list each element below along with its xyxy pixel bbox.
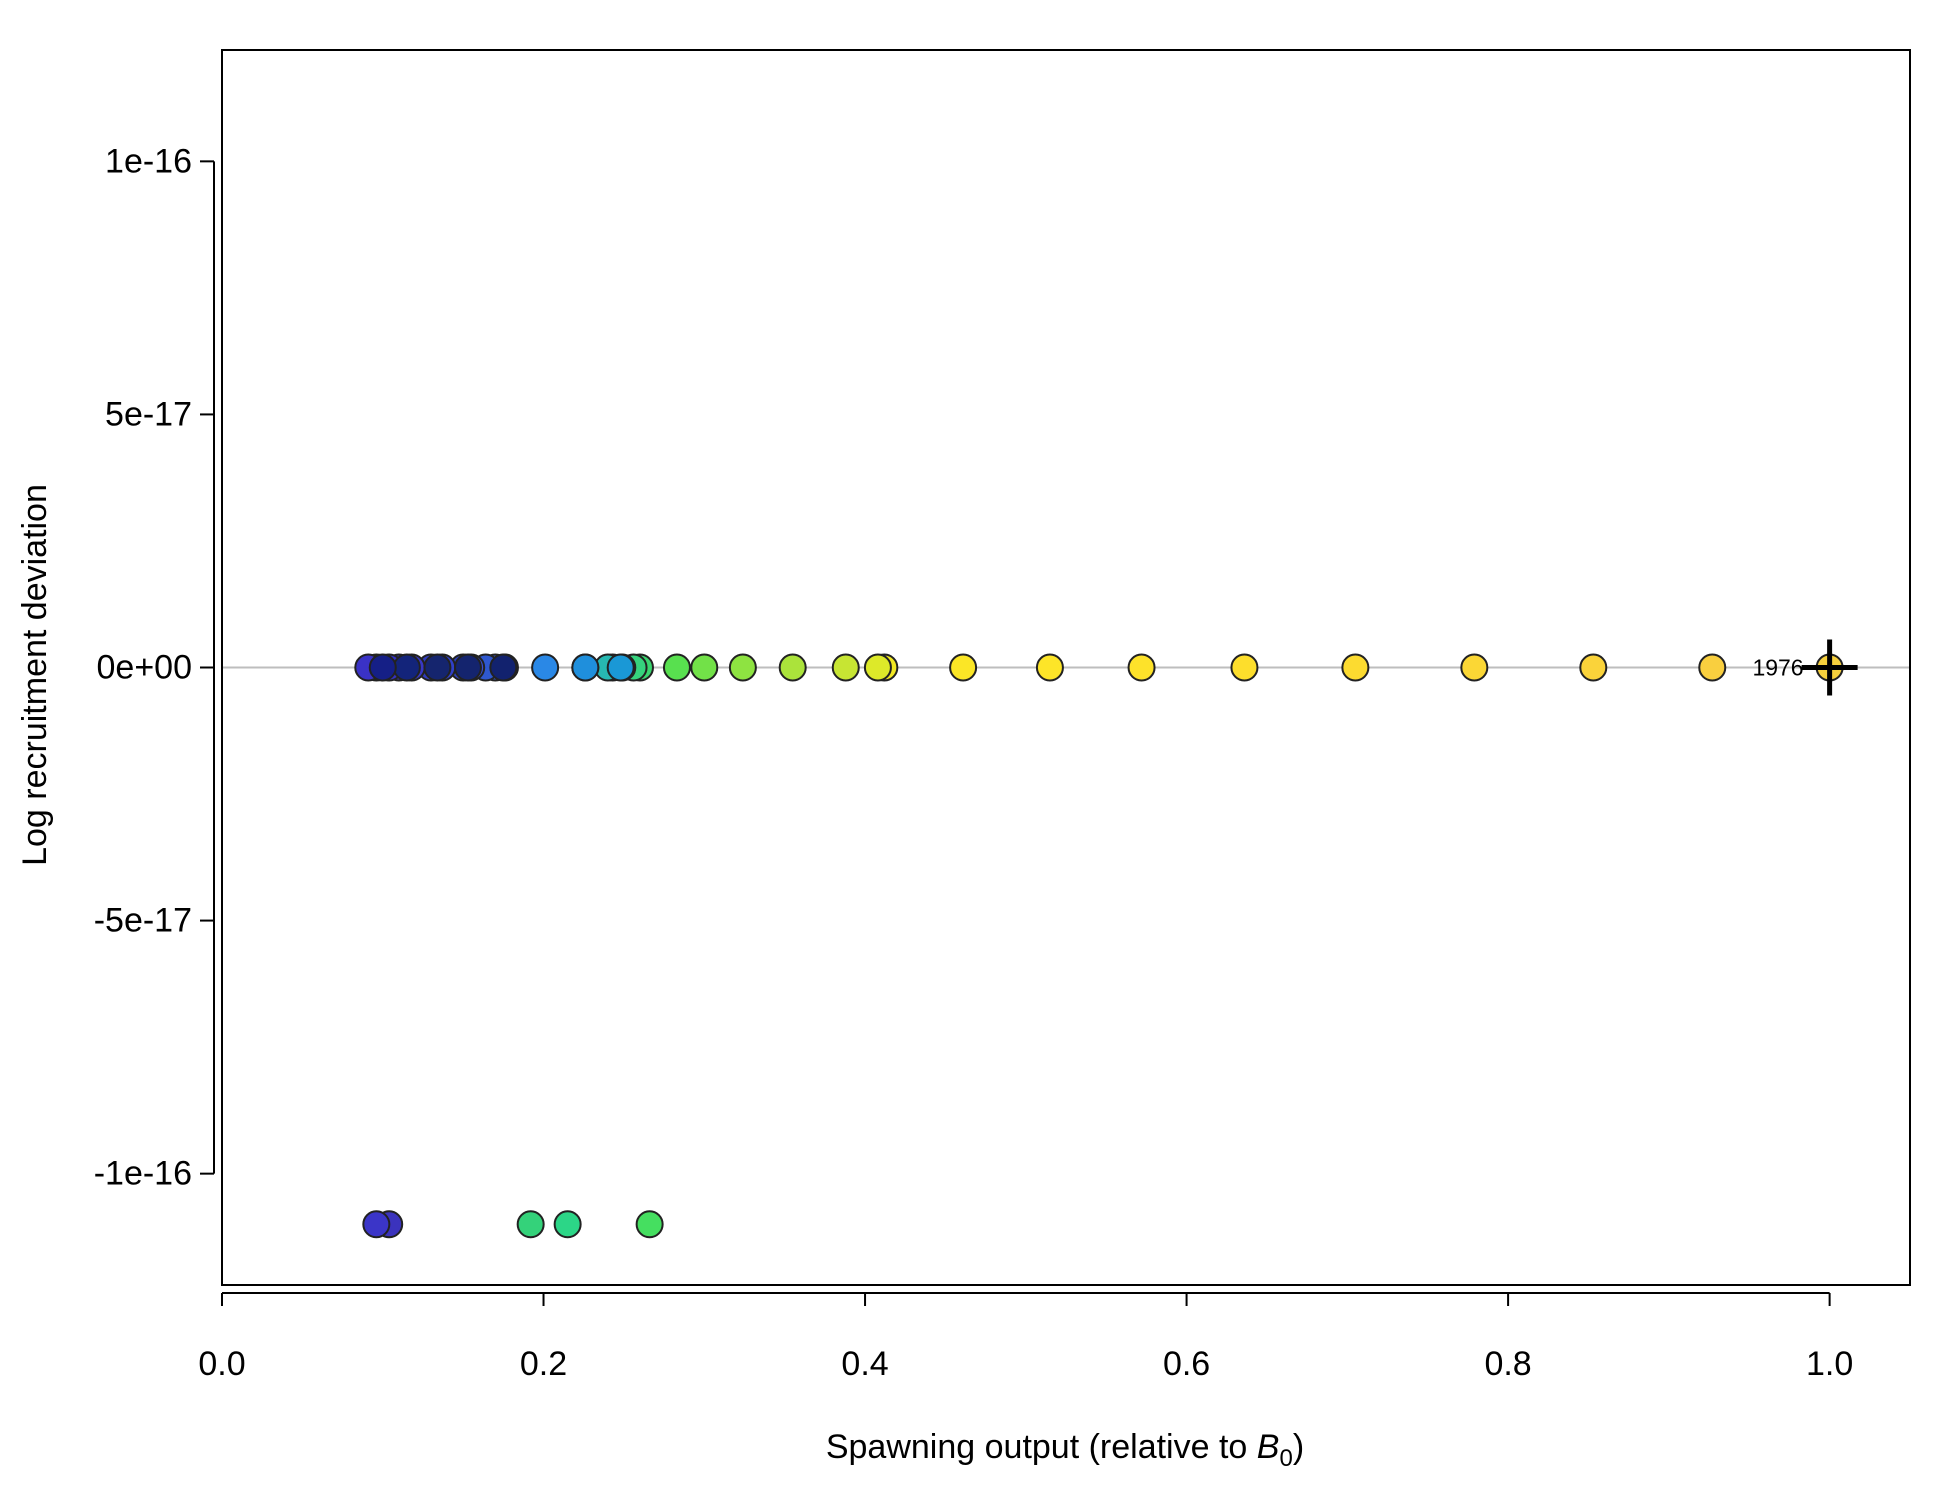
x-axis-label-text: Spawning output (relative to xyxy=(826,1428,1257,1466)
data-point xyxy=(423,653,452,682)
data-point xyxy=(453,653,482,682)
data-point xyxy=(553,1210,582,1239)
data-point xyxy=(516,1210,545,1239)
start-year-marker: 1976 xyxy=(1752,639,1858,696)
y-tick-label: 1e-16 xyxy=(105,142,192,180)
x-axis: 0.0 0.2 0.4 0.6 0.8 1.0 xyxy=(198,1292,1853,1383)
data-points xyxy=(354,653,1727,1239)
data-point xyxy=(778,653,807,682)
y-axis: 1e-16 5e-17 0e+00 -5e-17 -1e-16 xyxy=(94,142,215,1193)
data-point xyxy=(1127,653,1156,682)
x-tick-label: 0.0 xyxy=(198,1345,245,1383)
data-point xyxy=(635,1210,664,1239)
x-axis-label-subscript: 0 xyxy=(1279,1445,1292,1472)
data-point xyxy=(489,653,518,682)
start-year-label: 1976 xyxy=(1752,655,1803,681)
data-point xyxy=(531,653,560,682)
data-point xyxy=(606,653,635,682)
x-tick-label: 1.0 xyxy=(1806,1345,1853,1383)
y-tick-label: 5e-17 xyxy=(105,395,192,433)
data-point xyxy=(392,653,421,682)
data-point xyxy=(831,653,860,682)
data-point xyxy=(1341,653,1370,682)
x-tick-label: 0.2 xyxy=(520,1345,567,1383)
x-tick-label: 0.4 xyxy=(841,1345,888,1383)
data-point xyxy=(1460,653,1489,682)
y-tick-label: -1e-16 xyxy=(94,1155,192,1193)
data-point xyxy=(690,653,719,682)
x-axis-label-suffix: ) xyxy=(1293,1428,1304,1466)
x-tick-label: 0.6 xyxy=(1163,1345,1210,1383)
data-point xyxy=(863,653,892,682)
data-point xyxy=(362,1210,391,1239)
plot-frame xyxy=(221,49,1911,1286)
y-tick-label: 0e+00 xyxy=(97,649,193,687)
x-axis-label-symbol: B xyxy=(1257,1428,1280,1466)
data-point xyxy=(368,653,397,682)
data-point xyxy=(728,653,757,682)
data-point xyxy=(662,653,691,682)
data-point xyxy=(949,653,978,682)
y-axis-label: Log recruitment deviation xyxy=(16,484,54,866)
data-point xyxy=(1698,653,1727,682)
x-axis-label: Spawning output (relative to B0) xyxy=(826,1428,1304,1472)
data-point xyxy=(1230,653,1259,682)
y-tick-label: -5e-17 xyxy=(94,902,192,940)
data-point xyxy=(571,653,600,682)
x-tick-label: 0.8 xyxy=(1484,1345,1531,1383)
data-point xyxy=(1035,653,1064,682)
data-point xyxy=(1579,653,1608,682)
